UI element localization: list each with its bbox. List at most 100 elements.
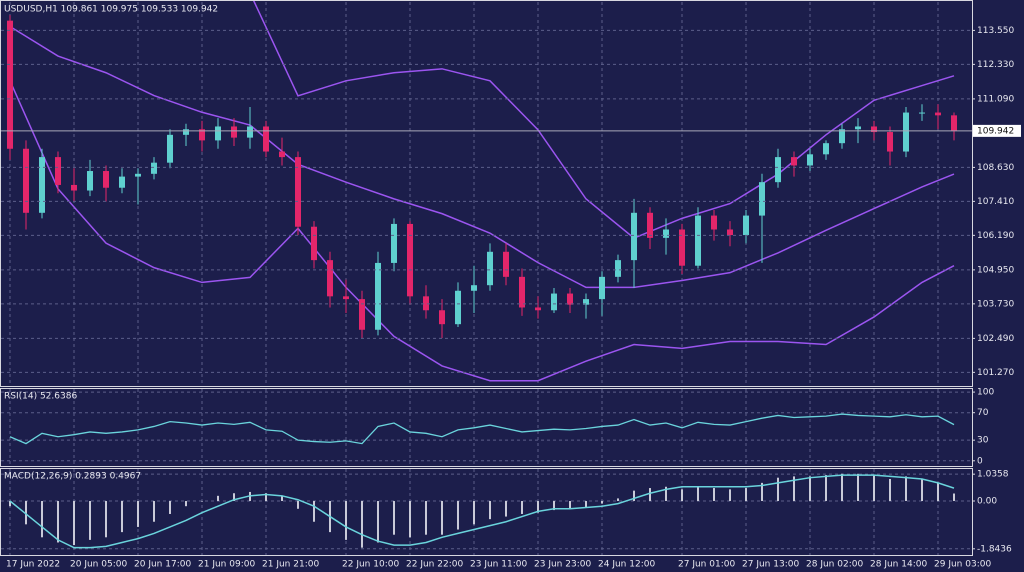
macd-bar: [441, 501, 443, 535]
x-tick-label: 23 Jun 23:00: [534, 560, 591, 570]
y-tick-label: 100: [977, 388, 994, 398]
macd-title: MACD(12,26,9) 0.2893 0.4967: [4, 472, 141, 482]
candle-body: [919, 112, 925, 114]
x-tick-label: 27 Jun 01:00: [678, 560, 735, 570]
band-line: [252, 1, 955, 239]
band-line: [9, 25, 955, 289]
candle-body: [87, 171, 93, 191]
candle-body: [599, 276, 605, 300]
candle-body: [119, 176, 125, 188]
x-tick-label: 20 Jun 05:00: [70, 560, 127, 570]
candle-body: [407, 223, 413, 297]
x-tick-label: 24 Jun 12:00: [598, 560, 655, 570]
candle-body: [551, 293, 557, 311]
macd-bar: [489, 501, 491, 520]
macd-bar: [953, 493, 955, 502]
candle-body: [823, 143, 829, 155]
macd-bar: [217, 495, 219, 502]
macd-bar: [169, 501, 171, 514]
candle-body: [375, 262, 381, 330]
candle-body: [631, 212, 637, 261]
macd-bar: [281, 495, 283, 502]
candle-body: [647, 212, 653, 238]
candle-body: [727, 229, 733, 236]
candle-body: [743, 215, 749, 236]
macd-bar: [473, 501, 475, 525]
y-tick-label: 113.550: [977, 26, 1014, 36]
macd-bar: [409, 501, 411, 538]
macd-bar: [425, 501, 427, 535]
macd-bar: [297, 501, 299, 509]
macd-bar: [505, 501, 507, 517]
candle-body: [535, 307, 541, 311]
macd-bar: [793, 476, 795, 502]
band-line: [9, 80, 955, 382]
candle-body: [295, 157, 301, 227]
candle-body: [583, 299, 589, 305]
candle-body: [951, 115, 957, 131]
y-tick-label: 103.730: [977, 299, 1014, 309]
candle-body: [199, 129, 205, 141]
y-tick-label: 70: [977, 408, 989, 418]
rsi-panel-frame: [0, 388, 973, 467]
candle-body: [135, 173, 141, 177]
x-tick-label: 22 Jun 22:00: [406, 560, 463, 570]
macd-bar: [521, 501, 523, 514]
macd-bar: [393, 501, 395, 535]
x-tick-label: 28 Jun 02:00: [806, 560, 863, 570]
macd-bar: [377, 501, 379, 543]
macd-bar: [729, 489, 731, 502]
x-tick-label: 21 Jun 09:00: [198, 560, 255, 570]
macd-bar: [73, 501, 75, 546]
x-tick-label: 20 Jun 17:00: [134, 560, 191, 570]
y-tick-label: 111.090: [977, 94, 1014, 104]
macd-bar: [233, 493, 235, 502]
y-tick-label: 30: [977, 436, 989, 446]
candle-body: [359, 299, 365, 330]
candle-body: [791, 157, 797, 166]
candle-body: [263, 126, 269, 152]
macd-bar: [745, 488, 747, 502]
macd-bar: [553, 501, 555, 511]
x-tick-label: 28 Jun 14:00: [870, 560, 927, 570]
candle-body: [759, 182, 765, 216]
macd-bar: [185, 501, 187, 507]
candle-body: [935, 112, 941, 116]
candle-body: [839, 129, 845, 144]
candle-body: [871, 126, 877, 133]
y-tick-label: -1.8436: [977, 544, 1012, 554]
candle-body: [663, 229, 669, 238]
macd-bar: [313, 501, 315, 522]
candle-body: [279, 151, 285, 158]
rsi-line: [9, 413, 955, 445]
candle-body: [247, 126, 253, 138]
macd-bar: [825, 475, 827, 502]
macd-bar: [905, 476, 907, 502]
macd-bar: [841, 473, 843, 502]
candle-body: [695, 215, 701, 266]
macd-bar: [921, 478, 923, 502]
macd-panel-frame: [0, 468, 973, 556]
candle-body: [775, 157, 781, 183]
y-tick-label: 106.190: [977, 231, 1014, 241]
x-tick-label: 27 Jun 13:00: [742, 560, 799, 570]
macd-bar: [777, 477, 779, 502]
macd-bar: [153, 501, 155, 522]
macd-bar: [345, 501, 347, 540]
main-title: USDUSD,H1 109.861 109.975 109.533 109.94…: [4, 5, 218, 15]
candle-body: [55, 157, 61, 185]
candle-body: [615, 260, 621, 277]
macd-bar: [713, 488, 715, 502]
macd-bar: [665, 486, 667, 502]
macd-bar: [889, 478, 891, 502]
candle-body: [487, 251, 493, 286]
y-tick-label: 1.0358: [977, 470, 1009, 480]
macd-bar: [201, 501, 203, 502]
macd-bar: [649, 488, 651, 502]
y-tick-label: 112.330: [977, 60, 1014, 70]
current-price-box: [973, 124, 1021, 137]
candle-body: [215, 126, 221, 141]
candle-body: [711, 215, 717, 230]
candle-body: [679, 229, 685, 266]
macd-bar: [57, 501, 59, 543]
